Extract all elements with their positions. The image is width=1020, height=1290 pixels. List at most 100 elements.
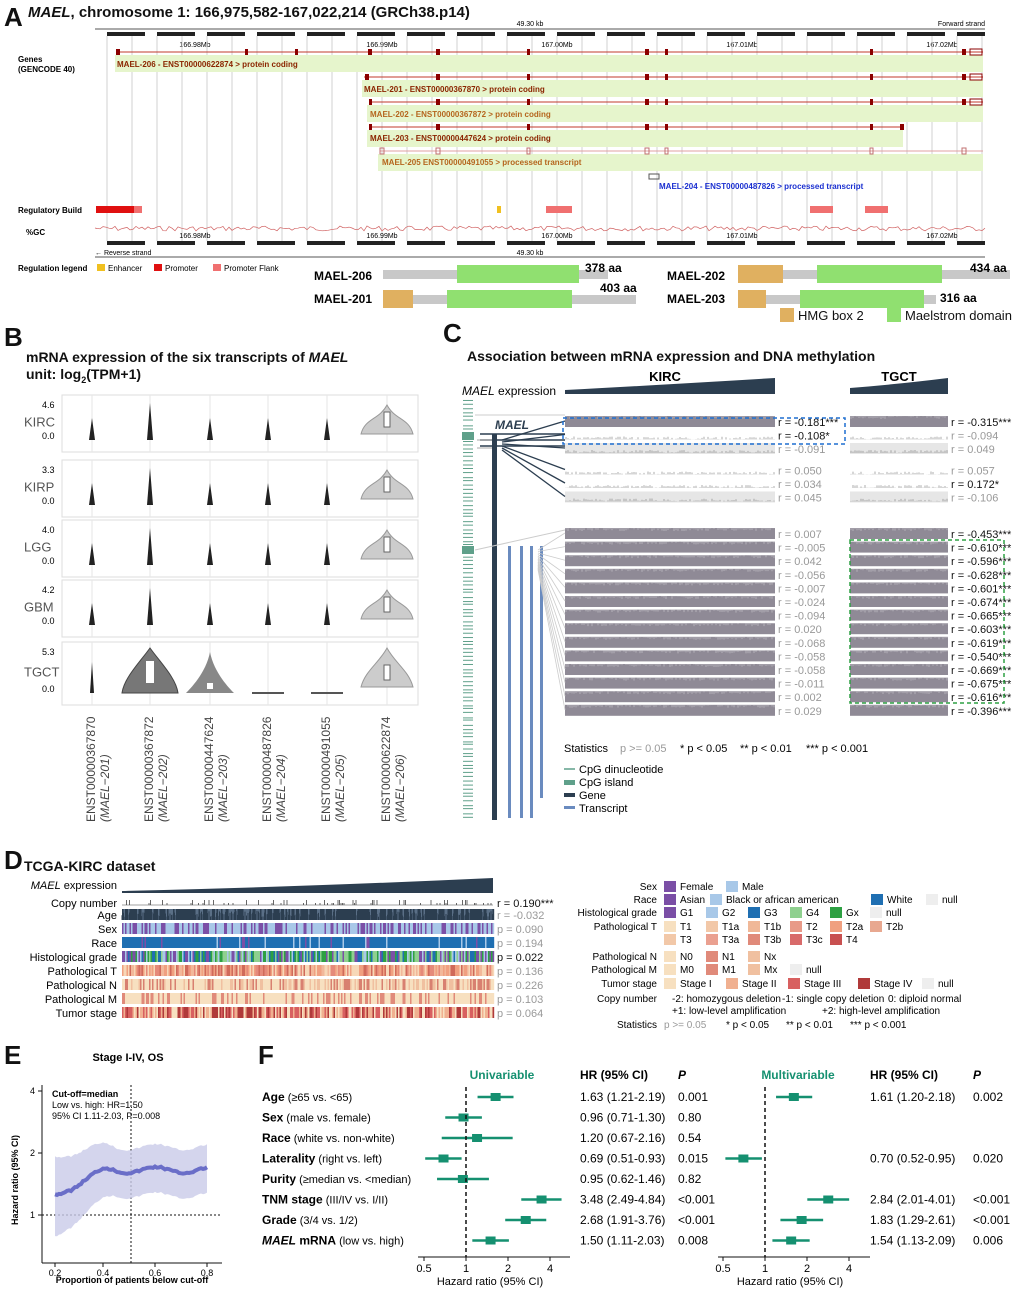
ymin-KIRP: 0.0 xyxy=(42,496,55,506)
cpg-island-2 xyxy=(462,546,474,554)
regulation-legend-title: Regulation legend xyxy=(18,264,87,273)
box-KIRP-206 xyxy=(383,476,391,493)
methylation-chart: MAEL expression KIRC TGCT MAEL r = -0.18… xyxy=(462,370,1012,820)
violin-LGG-0 xyxy=(89,543,95,565)
forest-label-1: Sex (male vs. female) xyxy=(262,1111,371,1125)
legend-stage-item-0: Stage I xyxy=(680,979,712,990)
scale-kb-top: 49.30 kb xyxy=(517,21,544,28)
svg-text:ENST00000367870: ENST00000367870 xyxy=(84,716,98,822)
tick-top-3: 167.01Mb xyxy=(726,42,757,49)
legend-pm-item-1: M1 xyxy=(722,965,736,976)
ymin-LGG: 0.0 xyxy=(42,556,55,566)
kirc-row-label-1: Age xyxy=(97,910,117,922)
tgct-r-19: r = -0.396*** xyxy=(951,706,1012,718)
legend-grade-item-4: Gx xyxy=(846,908,859,919)
tick-bottom-1: 166.99Mb xyxy=(366,233,397,240)
legend-grade-item-2: G3 xyxy=(764,908,778,919)
tgct-r-12: r = -0.665*** xyxy=(951,611,1012,623)
tgct-r-5: r = -0.106 xyxy=(951,493,998,505)
tgct-meth-row-18 xyxy=(850,691,948,703)
kirc-meth-row-9 xyxy=(565,568,775,580)
kirc-legend: Sex Female Male Race Asian Black or african a… xyxy=(578,881,961,1031)
legend-race-swatch-2 xyxy=(871,894,883,905)
tgct-meth-row-15 xyxy=(850,650,948,662)
legend-pn-item-2: Nx xyxy=(764,952,776,963)
tgct-meth-row-9 xyxy=(850,568,948,580)
transcript-bar-1 xyxy=(520,546,523,818)
protein-201: MAEL-201 403 aa xyxy=(314,281,637,308)
kirc-meth-row-12 xyxy=(565,609,775,621)
hr-xtick-0: 0.2 xyxy=(49,1268,62,1278)
violin-KIRP-1 xyxy=(147,468,153,505)
violin-row-KIRP xyxy=(61,459,419,518)
violin-row-LGG xyxy=(61,519,419,578)
transcript-bar-0 xyxy=(508,546,511,818)
legend-stat-title: Statistics xyxy=(617,1020,657,1031)
box-GBM-206 xyxy=(383,596,391,613)
legend-race-swatch-3 xyxy=(926,894,938,905)
header-multivariable: Multivariable xyxy=(761,1068,835,1082)
tgct-meth-row-19 xyxy=(850,704,948,716)
kirc-row-p-7: p = 0.103 xyxy=(497,994,543,1006)
kirc-r-18: r = 0.002 xyxy=(778,692,822,704)
uni-p-0: 0.001 xyxy=(678,1090,708,1104)
hmg-box-swatch xyxy=(780,308,794,322)
legend-sex-swatch-1 xyxy=(726,881,738,892)
legend-grade-item-3: G4 xyxy=(806,908,820,919)
hr-ytick-4: 4 xyxy=(30,1086,35,1096)
panel-e-title: Stage I-IV, OS xyxy=(92,1052,163,1064)
violin-KIRP-3 xyxy=(265,483,271,505)
kirc-r-6: r = 0.007 xyxy=(778,529,822,541)
tgct-r-3: r = 0.057 xyxy=(951,466,995,478)
svg-text:ENST00000447624: ENST00000447624 xyxy=(202,716,216,822)
transcript-201-label: MAEL-201 - ENST00000367870 > protein cod… xyxy=(364,85,545,94)
xlabel-2: ENST00000447624 (MAEL−203) xyxy=(202,716,230,822)
protein-203-aa: 316 aa xyxy=(940,291,977,305)
multi-hr-text-7: 1.54 (1.13-2.09) xyxy=(870,1234,955,1248)
tgct-r-6: r = -0.453*** xyxy=(951,529,1012,541)
panel-c-title: Association between mRNA expression and … xyxy=(467,348,876,364)
tgct-r-8: r = -0.596*** xyxy=(951,556,1012,568)
ymax-LGG: 4.0 xyxy=(42,525,55,535)
stats-label: Statistics xyxy=(564,743,609,755)
legend-pt2-item-3: T3c xyxy=(806,935,823,946)
legend-race-item-3: null xyxy=(942,895,958,906)
protein-201-name: MAEL-201 xyxy=(314,292,372,306)
ci-note: 95% CI 1.11-2.03, P=0.008 xyxy=(52,1111,160,1121)
protein-202-name: MAEL-202 xyxy=(667,269,725,283)
uni-xlabel: Hazard ratio (95% CI) xyxy=(437,1276,543,1288)
tgct-meth-row-3 xyxy=(850,464,948,476)
header-hr-uni: HR (95% CI) xyxy=(580,1068,648,1082)
legend-stat-0: p >= 0.05 xyxy=(664,1020,707,1031)
kirc-meth-row-10 xyxy=(565,582,775,594)
panel-b-letter: B xyxy=(4,322,23,352)
forest-label-6: Grade (3/4 vs. 1/2) xyxy=(262,1213,358,1227)
uni-p-2: 0.54 xyxy=(678,1131,702,1145)
svg-text:(MAEL−205): (MAEL−205) xyxy=(333,754,347,822)
legend-pt-swatch-0 xyxy=(664,921,676,932)
legend-enhancer: Enhancer xyxy=(108,264,143,273)
transcript-203-label: MAEL-203 - ENST00000447624 > protein cod… xyxy=(370,134,551,143)
legend-cn-title: Copy number xyxy=(597,994,658,1005)
legend-pt-item-5: T2b xyxy=(886,922,904,933)
legend-pm-item-2: Mx xyxy=(764,965,777,976)
header-p-uni: P xyxy=(678,1068,687,1082)
svg-text:ENST00000491055: ENST00000491055 xyxy=(319,716,333,822)
legend-stage-swatch-3 xyxy=(858,978,870,989)
kirc-meth-row-6 xyxy=(565,528,775,539)
svg-text:(MAEL−203): (MAEL−203) xyxy=(216,754,230,822)
cancer-label-LGG: LGG xyxy=(24,540,51,555)
kirc-meth-row-8 xyxy=(565,555,775,567)
protein-203: MAEL-203 316 aa xyxy=(667,290,977,308)
uni-hr-text-7: 1.50 (1.11-2.03) xyxy=(580,1234,665,1248)
kirc-meth-row-2 xyxy=(565,443,775,454)
ymin-TGCT: 0.0 xyxy=(42,684,55,694)
kirc-r-3: r = 0.050 xyxy=(778,466,822,478)
legend-cn-item-3: +1: low-level amplification xyxy=(672,1006,786,1017)
tgct-meth-row-6 xyxy=(850,528,948,539)
violin-TGCT-203 xyxy=(186,652,234,693)
kirc-r-7: r = -0.005 xyxy=(778,543,825,555)
hr-xtick-1: 0.4 xyxy=(97,1268,110,1278)
panel-e-xlabel: Proportion of patients below cut-off xyxy=(56,1275,209,1285)
forward-strand-label: Forward strand xyxy=(938,21,985,28)
